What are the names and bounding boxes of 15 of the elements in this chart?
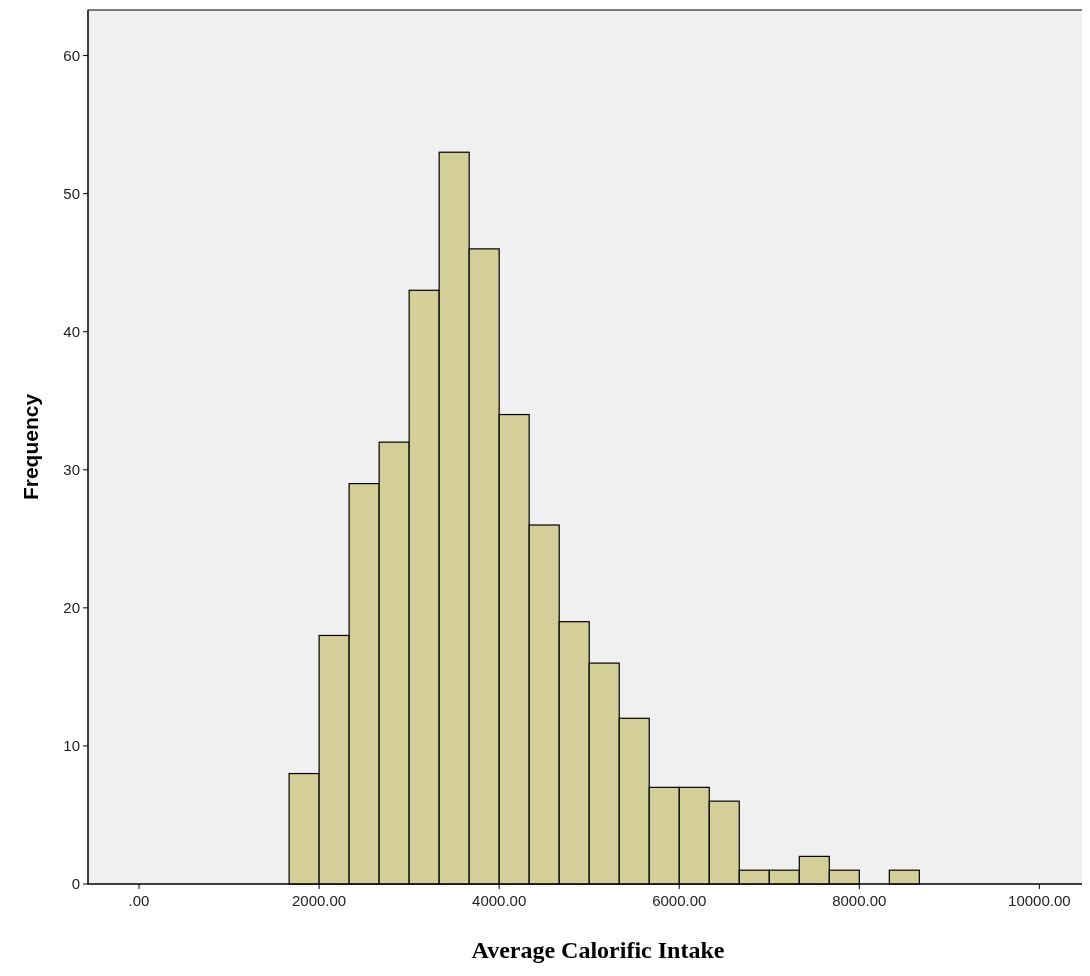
x-tick-label: .00 <box>128 892 150 909</box>
y-axis-title: Frequency <box>19 393 42 501</box>
y-tick-label: 0 <box>71 875 80 892</box>
y-tick-label: 20 <box>63 598 80 616</box>
x-tick-label: 10000.00 <box>1008 892 1071 909</box>
x-tick-label: 6000.00 <box>652 892 707 909</box>
y-tick-label: 10 <box>63 736 80 754</box>
x-axis-title: Average Calorific Intake <box>471 937 725 963</box>
y-tick-label: 60 <box>63 46 80 64</box>
y-tick-label: 30 <box>63 460 80 478</box>
x-tick-label: 8000.00 <box>832 892 887 909</box>
x-tick-label: 4000.00 <box>472 892 527 909</box>
x-tick-label: 2000.00 <box>292 892 347 909</box>
y-tick-label: 50 <box>63 184 80 202</box>
y-tick-label: 40 <box>63 322 80 340</box>
